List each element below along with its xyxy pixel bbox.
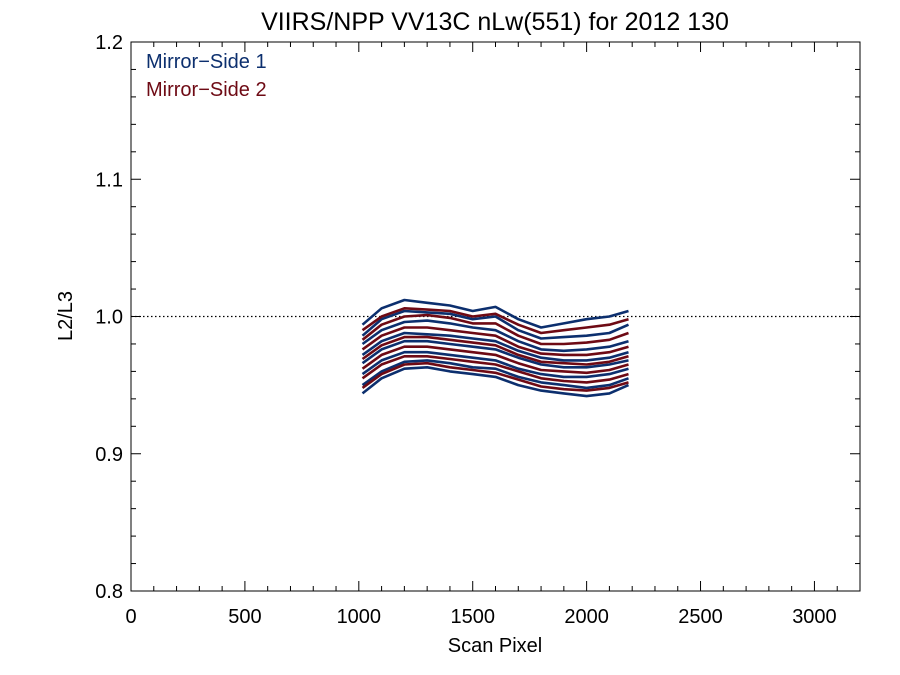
plot-area <box>131 298 860 398</box>
series-line-3 <box>361 319 629 353</box>
x-axis-label: Scan Pixel <box>448 635 543 657</box>
series-line-13 <box>361 345 629 375</box>
x-tick-label: 1000 <box>337 606 382 628</box>
chart-title: VIIRS/NPP VV13C nLw(551) for 2012 130 <box>261 8 729 36</box>
x-tick-label: 3000 <box>792 606 837 628</box>
x-axis: 0 500 1000 1500 2000 2500 3000 <box>125 42 861 628</box>
series-line-15 <box>361 361 629 392</box>
series-line-14 <box>361 354 629 384</box>
legend-entry-mirror-side-2: Mirror−Side 2 <box>146 79 267 101</box>
x-tick-label: 1500 <box>450 606 495 628</box>
y-tick-label: 1.0 <box>95 307 123 329</box>
legend-entry-mirror-side-1: Mirror−Side 1 <box>146 51 267 73</box>
x-tick-label: 2000 <box>564 606 609 628</box>
series-line-9 <box>361 306 629 335</box>
y-axis: 0.8 0.9 1.0 1.1 1.2 <box>95 32 860 603</box>
y-tick-label: 1.2 <box>95 32 123 54</box>
y-tick-label: 0.8 <box>95 581 123 603</box>
x-tick-label: 2500 <box>678 606 723 628</box>
series-line-8 <box>361 365 630 398</box>
series-line-6 <box>361 350 629 379</box>
series-line-4 <box>361 331 629 362</box>
series-line-2 <box>361 309 630 340</box>
legend: Mirror−Side 1 Mirror−Side 2 <box>146 51 267 101</box>
y-tick-label: 0.9 <box>95 444 123 466</box>
series-line-12 <box>361 335 629 366</box>
series-line-11 <box>361 326 629 357</box>
y-axis-label: L2/L3 <box>55 291 77 341</box>
series-line-5 <box>361 339 629 369</box>
x-tick-label: 0 <box>125 606 136 628</box>
x-tick-label: 500 <box>228 606 261 628</box>
series-line-10 <box>361 313 629 346</box>
y-tick-label: 1.1 <box>95 169 123 191</box>
series-line-7 <box>361 359 629 390</box>
series-line-1 <box>361 298 629 329</box>
